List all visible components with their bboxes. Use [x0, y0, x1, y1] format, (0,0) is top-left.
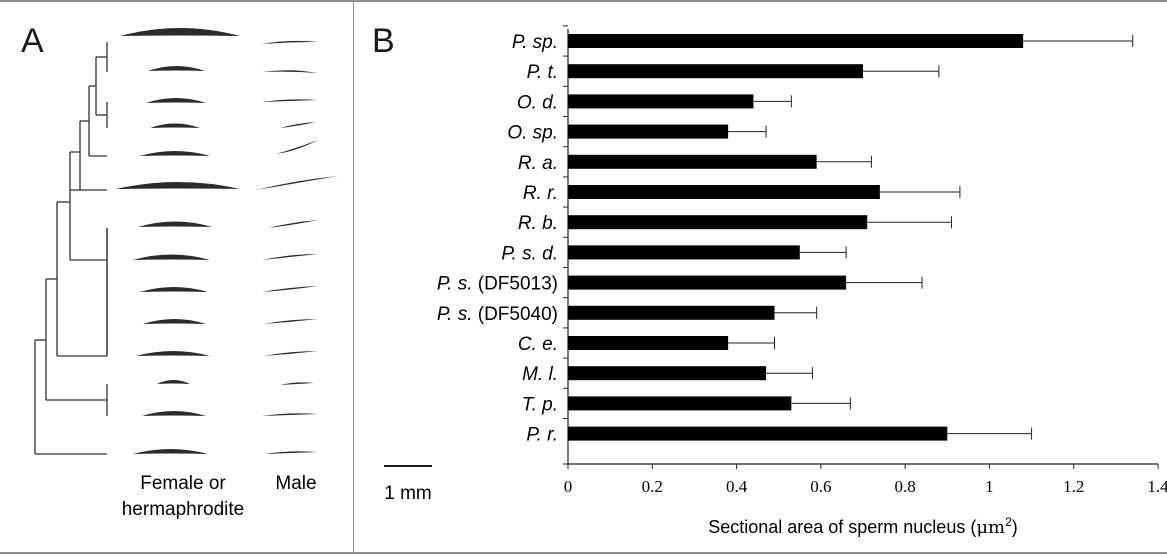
- bar: [568, 396, 791, 410]
- category-name: C. e.: [518, 334, 558, 355]
- category-name: R. b.: [518, 213, 558, 234]
- female-worm: [143, 319, 206, 324]
- male-worm: [268, 220, 318, 228]
- category-label: R. b.: [518, 213, 558, 234]
- x-tick-label: 1.2: [1063, 477, 1084, 496]
- category-name: O. d.: [517, 92, 558, 113]
- female-worm: [120, 28, 240, 36]
- female-worm: [150, 124, 200, 129]
- category-name: P. s. d.: [501, 243, 558, 264]
- female-worm: [146, 98, 206, 103]
- male-worm: [262, 70, 318, 73]
- female-worm: [140, 287, 208, 292]
- bar: [568, 336, 728, 350]
- phylogenetic-tree: [35, 42, 107, 454]
- x-tick-label: 0.8: [895, 477, 916, 496]
- male-worm: [262, 286, 318, 292]
- x-tick-label: 0.6: [810, 477, 831, 496]
- male-worm: [280, 122, 316, 128]
- x-tick-label: 0.2: [642, 477, 663, 496]
- female-worm: [142, 411, 206, 416]
- x-axis-title-main: Sectional area of sperm nucleus (: [708, 517, 976, 537]
- bar: [568, 64, 863, 78]
- x-axis-title-unit: μm: [976, 517, 1005, 538]
- category-label: R. r.: [523, 183, 558, 204]
- male-worm: [280, 382, 314, 385]
- category-label: T. p.: [522, 394, 558, 415]
- category-label: O. sp.: [507, 123, 558, 144]
- female-worm: [138, 222, 212, 228]
- x-axis-title: Sectional area of sperm nucleus (μm2): [708, 515, 1018, 538]
- category-label: P. r.: [526, 425, 558, 446]
- male-worm: [262, 41, 318, 44]
- category-name: M. l.: [522, 364, 558, 385]
- category-name: P. s.: [437, 304, 473, 325]
- category-name: P. sp.: [512, 32, 558, 53]
- bar: [568, 125, 728, 139]
- category-label: P. t.: [527, 62, 558, 83]
- male-worm: [262, 99, 318, 102]
- male-column-label: Male: [275, 473, 316, 494]
- female-worm: [136, 351, 210, 356]
- category-name: P. s.: [437, 274, 473, 295]
- category-label: P. s. d.: [501, 243, 558, 264]
- category-suffix: (DF5013): [472, 274, 558, 295]
- female-worm: [133, 255, 210, 261]
- scale-bar-label: 1 mm: [384, 483, 432, 504]
- bar: [568, 34, 1023, 48]
- female-worm: [116, 182, 240, 189]
- bar-chart: P. sp. P. t. O. d. O. sp. R. a. R. r. R. b. P. …: [437, 26, 1167, 496]
- category-label: M. l.: [522, 364, 558, 385]
- bar: [568, 94, 753, 108]
- category-label: R. a.: [518, 153, 558, 174]
- category-name: P. t.: [527, 62, 558, 83]
- category-name: R. a.: [518, 153, 558, 174]
- male-worm: [276, 140, 318, 154]
- female-worm: [140, 151, 210, 156]
- bar: [568, 366, 766, 380]
- male-worm: [264, 319, 318, 324]
- category-label: P. s. (DF5040): [437, 304, 558, 325]
- female-column-label-line1: Female or: [140, 473, 226, 494]
- x-axis-title-close: ): [1012, 517, 1018, 537]
- male-worm: [262, 413, 318, 416]
- bar: [568, 427, 947, 441]
- category-label: C. e.: [518, 334, 558, 355]
- bar: [568, 185, 880, 199]
- x-tick-label: 1: [985, 477, 994, 496]
- category-label: P. sp.: [512, 32, 558, 53]
- bar: [568, 215, 867, 229]
- female-worm: [133, 449, 208, 454]
- bar: [568, 306, 775, 320]
- x-tick-label: 0: [564, 477, 573, 496]
- category-name: O. sp.: [507, 123, 558, 144]
- x-tick-label: 0.4: [726, 477, 748, 496]
- worm-silhouettes: [116, 28, 338, 454]
- bar: [568, 245, 800, 259]
- male-worm: [264, 351, 318, 356]
- category-label: O. d.: [517, 92, 558, 113]
- bar: [568, 155, 817, 169]
- category-name: R. r.: [523, 183, 558, 204]
- male-worm: [256, 176, 338, 190]
- category-name: P. r.: [526, 425, 558, 446]
- male-worm: [262, 254, 318, 260]
- female-column-label-line2: hermaphrodite: [122, 499, 245, 520]
- female-worm: [157, 380, 190, 384]
- bar: [568, 276, 846, 290]
- x-tick-label: 1.4: [1147, 477, 1167, 496]
- category-label: P. s. (DF5013): [437, 274, 558, 295]
- category-suffix: (DF5040): [472, 304, 558, 325]
- category-name: T. p.: [522, 394, 558, 415]
- female-worm: [148, 66, 205, 71]
- male-worm: [264, 451, 318, 454]
